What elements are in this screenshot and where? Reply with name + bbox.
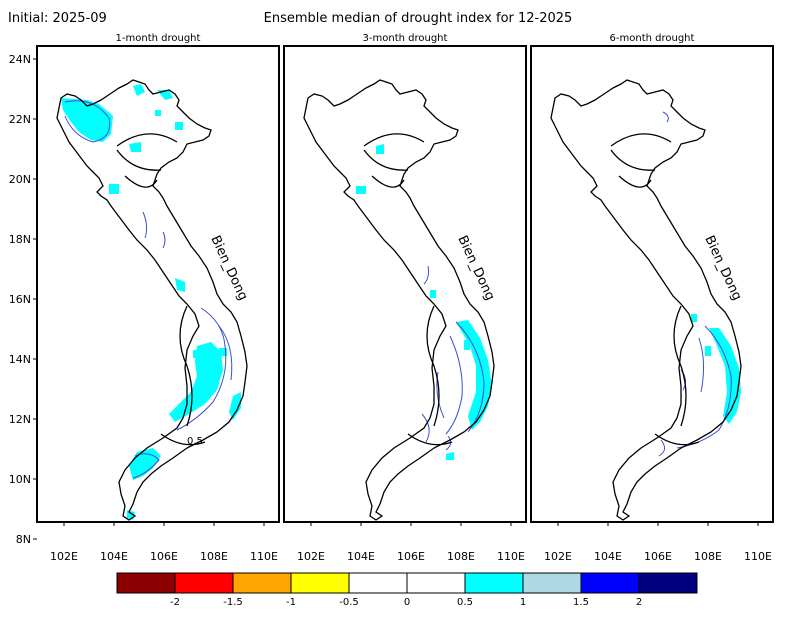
lon-tick-label: 108E [200, 550, 228, 563]
figure-title: Ensemble median of drought index for 12-… [264, 11, 573, 26]
colorbar-swatch [464, 572, 524, 594]
lon-tick-label: 104E [594, 550, 622, 563]
colorbar-label: 2 [636, 597, 642, 608]
colorbar-label: -1 [286, 597, 296, 608]
colorbar-swatch [174, 572, 234, 594]
lon-tick-label: 104E [347, 550, 375, 563]
colorbar-label: 1.5 [573, 597, 589, 608]
lon-tick-label: 110E [744, 550, 772, 563]
colorbar-label: 1 [520, 597, 526, 608]
lat-tick-label: 24N [9, 53, 31, 66]
panel-title-1month: 1-month drought [116, 33, 201, 44]
contour-value-label: 0.5 [187, 436, 203, 447]
colorbar-label: -0.5 [339, 597, 359, 608]
initial-date-label: Initial: 2025-09 [8, 11, 107, 26]
panel-frame [283, 45, 527, 523]
panel-1month: 0.5 Bien_Dong [36, 45, 280, 523]
colorbar-label: -1.5 [223, 597, 243, 608]
latitude-axis: 24N 22N 20N 18N 16N 14N 12N 10N 8N [9, 53, 37, 546]
panel-frame [530, 45, 774, 523]
shading-layer [356, 144, 492, 460]
lon-tick-label: 106E [397, 550, 425, 563]
colorbar-label: 0 [404, 597, 410, 608]
lon-tick-label: 108E [447, 550, 475, 563]
colorbar-swatch [290, 572, 350, 594]
lat-tick-label: 10N [9, 473, 31, 486]
colorbar-swatch [638, 572, 698, 594]
panel-title-3month: 3-month drought [363, 33, 448, 44]
lon-tick-label: 106E [644, 550, 672, 563]
lon-tick-label: 110E [250, 550, 278, 563]
colorbar-swatch [232, 572, 292, 594]
lat-tick-label: 14N [9, 353, 31, 366]
longitude-axis: 102E 104E 106E 108E 110E 102E 104E 106E 108E 110E… [50, 522, 772, 563]
lat-tick-label: 8N [16, 533, 31, 546]
shading-layer [691, 314, 741, 424]
lon-tick-label: 108E [694, 550, 722, 563]
lon-tick-label: 102E [544, 550, 572, 563]
colorbar-label: 0.5 [457, 597, 473, 608]
lat-tick-label: 16N [9, 293, 31, 306]
panel-title-6month: 6-month drought [610, 33, 695, 44]
lat-tick-label: 22N [9, 113, 31, 126]
colorbar-legend: -2 -1.5 -1 -0.5 0 0.5 1 1.5 2 [116, 572, 698, 608]
contour-layer [64, 100, 233, 479]
lat-tick-label: 20N [9, 173, 31, 186]
lat-tick-label: 12N [9, 413, 31, 426]
colorbar-label: -2 [170, 597, 180, 608]
contour-layer [658, 111, 732, 457]
lon-tick-label: 102E [50, 550, 78, 563]
lon-tick-label: 110E [497, 550, 525, 563]
colorbar-swatch [406, 572, 466, 594]
contour-layer [421, 265, 485, 451]
panel-6month: Bien_Dong [530, 45, 774, 523]
lon-tick-label: 104E [100, 550, 128, 563]
lon-tick-label: 106E [150, 550, 178, 563]
colorbar-swatch [116, 572, 176, 594]
colorbar-swatch [522, 572, 582, 594]
lat-tick-label: 18N [9, 233, 31, 246]
colorbar-swatch [580, 572, 640, 594]
lon-tick-label: 102E [297, 550, 325, 563]
colorbar-swatch [348, 572, 408, 594]
panel-3month: Bien_Dong [283, 45, 527, 523]
